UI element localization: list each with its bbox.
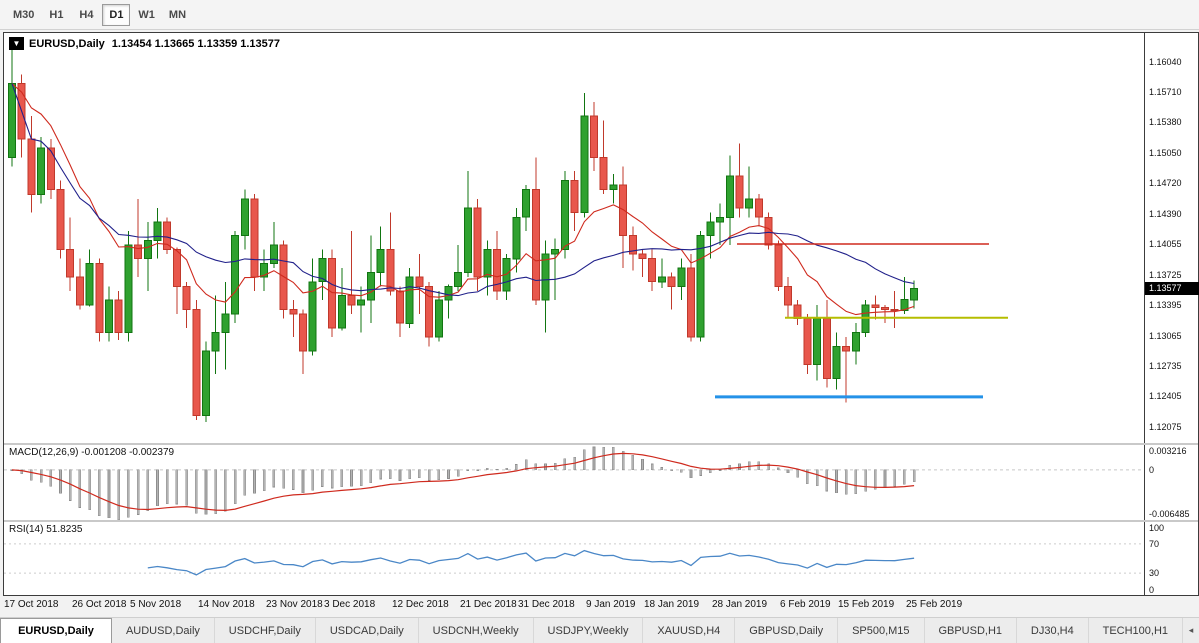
rsi-pane[interactable]: RSI(14) 51.8235: [4, 522, 1144, 595]
moving-average-layer: [11, 83, 915, 316]
date-label: 17 Oct 2018: [4, 599, 59, 610]
date-label: 25 Feb 2019: [906, 599, 963, 610]
macd-axis-label: 0: [1149, 465, 1155, 475]
date-label: 28 Jan 2019: [712, 599, 768, 610]
rsi-indicator-label: RSI(14) 51.8235: [9, 524, 83, 535]
date-label: 15 Feb 2019: [838, 599, 895, 610]
tab-usdcnh-weekly[interactable]: USDCNH,Weekly: [419, 618, 534, 643]
date-label: 21 Dec 2018: [460, 599, 517, 610]
symbol-tab-bar: EURUSD,Daily AUDUSD,Daily USDCHF,Daily USDC…: [0, 617, 1199, 643]
macd-chart-svg[interactable]: [4, 445, 1144, 520]
rsi-line: [147, 549, 915, 576]
tab-audusd-daily[interactable]: AUDUSD,Daily: [112, 618, 215, 643]
chart-symbol-title: EURUSD,Daily: [29, 37, 105, 50]
price-axis-label: 1.15380: [1149, 117, 1182, 127]
date-label: 9 Jan 2019: [586, 599, 636, 610]
pane-divider-rsi[interactable]: [4, 520, 1198, 522]
tab-eurusd-daily[interactable]: EURUSD,Daily: [0, 618, 112, 643]
rsi-axis-label: 0: [1149, 585, 1155, 595]
tab-sp500-m15[interactable]: SP500,M15: [838, 618, 925, 643]
chart-ohlc-values: 1.13454 1.13665 1.13359 1.13577: [111, 37, 281, 50]
chevron-down-icon: ▼: [12, 39, 21, 48]
date-label: 3 Dec 2018: [324, 599, 376, 610]
timeframe-button-h1[interactable]: H1: [42, 4, 70, 26]
date-label: 14 Nov 2018: [198, 599, 255, 610]
timeframe-button-w1[interactable]: W1: [132, 4, 161, 26]
macd-indicator-label: MACD(12,26,9) -0.001208 -0.002379: [9, 447, 175, 458]
timeframe-toolbar: M30 H1 H4 D1 W1 MN: [0, 0, 1199, 30]
tab-usdchf-daily[interactable]: USDCHF,Daily: [215, 618, 316, 643]
price-axis-label: 1.15710: [1149, 87, 1182, 97]
price-axis-label: 1.12735: [1149, 361, 1182, 371]
chart-window: ▼ EURUSD,Daily 1.13454 1.13665 1.13359 1…: [3, 32, 1199, 596]
price-axis-label: 1.13395: [1149, 300, 1182, 310]
date-label: 26 Oct 2018: [72, 599, 127, 610]
candlestick-layer: [8, 45, 919, 422]
tab-scroll-left-button[interactable]: ◂: [1183, 618, 1199, 643]
tab-xauusd-h4[interactable]: XAUUSD,H4: [643, 618, 736, 643]
date-label: 12 Dec 2018: [392, 599, 449, 610]
timeframe-button-mn[interactable]: MN: [163, 4, 192, 26]
current-price-tag: 1.13577: [1145, 282, 1199, 295]
price-pane[interactable]: ▼ EURUSD,Daily 1.13454 1.13665 1.13359 1…: [4, 33, 1144, 443]
macd-histogram: [10, 446, 916, 520]
price-axis-label: 1.12405: [1149, 391, 1182, 401]
date-label: 5 Nov 2018: [130, 599, 182, 610]
price-axis-label: 1.15050: [1149, 148, 1182, 158]
date-label: 23 Nov 2018: [266, 599, 323, 610]
tab-usdjpy-weekly[interactable]: USDJPY,Weekly: [534, 618, 644, 643]
horizontal-line-objects[interactable]: [715, 243, 1008, 399]
rsi-axis-label: 70: [1149, 539, 1160, 549]
price-chart-svg[interactable]: [4, 33, 1144, 443]
price-axis-label: 1.14720: [1149, 178, 1182, 188]
date-axis[interactable]: 17 Oct 2018 26 Oct 2018 5 Nov 2018 14 Nov 2…: [3, 598, 1199, 615]
macd-pane[interactable]: MACD(12,26,9) -0.001208 -0.002379: [4, 445, 1144, 520]
timeframe-button-m30[interactable]: M30: [7, 4, 40, 26]
date-label: 18 Jan 2019: [644, 599, 700, 610]
date-label: 6 Feb 2019: [780, 599, 831, 610]
one-click-trading-toggle[interactable]: ▼: [9, 37, 24, 50]
rsi-chart-svg[interactable]: [4, 522, 1144, 595]
tab-scroll-left-icon: ◂: [1188, 625, 1194, 635]
tab-gbpusd-h1[interactable]: GBPUSD,H1: [925, 618, 1017, 643]
date-label: 31 Dec 2018: [518, 599, 575, 610]
pane-divider-macd[interactable]: [4, 443, 1198, 445]
price-axis-label: 1.12075: [1149, 422, 1182, 432]
timeframe-button-d1[interactable]: D1: [102, 3, 131, 26]
chart-title-row: ▼ EURUSD,Daily 1.13454 1.13665 1.13359 1…: [9, 37, 280, 50]
price-axis-label: 1.13065: [1149, 331, 1182, 341]
timeframe-button-h4[interactable]: H4: [72, 4, 100, 26]
price-axis-label: 1.13725: [1149, 270, 1182, 280]
tab-dj30-h4[interactable]: DJ30,H4: [1017, 618, 1089, 643]
price-axis-label: 1.14390: [1149, 209, 1182, 219]
price-axis-label: 1.16040: [1149, 57, 1182, 67]
price-axis-label: 1.14055: [1149, 239, 1182, 249]
tab-gbpusd-daily[interactable]: GBPUSD,Daily: [735, 618, 839, 643]
macd-axis-label: 0.003216: [1149, 446, 1187, 456]
tab-tech100-h1[interactable]: TECH100,H1: [1089, 618, 1183, 643]
price-axis[interactable]: 1.13577 1.16040 1.15710 1.15380 1.15050 1.14…: [1144, 33, 1199, 595]
rsi-axis-label: 100: [1149, 523, 1165, 533]
tab-usdcad-daily[interactable]: USDCAD,Daily: [316, 618, 419, 643]
macd-axis-label: -0.006485: [1149, 509, 1190, 519]
rsi-axis-label: 30: [1149, 568, 1160, 578]
macd-signal-line: [11, 452, 915, 512]
